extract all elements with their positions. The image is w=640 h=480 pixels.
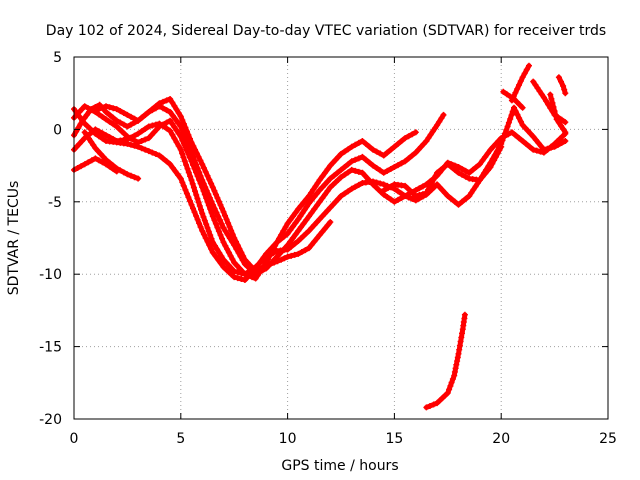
series-track-15 bbox=[423, 311, 468, 411]
series-track-14 bbox=[555, 74, 569, 97]
plus-markers bbox=[81, 129, 142, 182]
series-track-2 bbox=[71, 106, 447, 283]
x-tick-label: 5 bbox=[176, 431, 185, 447]
plus-markers bbox=[378, 143, 505, 199]
y-tick-label: -10 bbox=[39, 267, 62, 283]
plus-markers bbox=[423, 311, 468, 411]
plus-markers bbox=[92, 96, 270, 275]
plot-frame bbox=[73, 56, 609, 420]
series-layer bbox=[71, 62, 569, 411]
y-tick-label: -15 bbox=[39, 340, 62, 356]
series-track-5 bbox=[92, 96, 270, 275]
x-tick-label: 25 bbox=[599, 431, 617, 447]
y-axis-label: SDTVAR / TECUs bbox=[6, 181, 22, 296]
x-axis-label: GPS time / hours bbox=[281, 458, 398, 474]
y-tick-label: 0 bbox=[53, 122, 62, 138]
plus-markers bbox=[555, 74, 569, 97]
series-track-11 bbox=[500, 88, 526, 111]
axis-ticks: 0 5 10 15 20 25 5 0 -5 -10 -15 -20 bbox=[39, 50, 617, 447]
x-tick-label: 0 bbox=[70, 431, 79, 447]
chart-title: Day 102 of 2024, Sidereal Day-to-day VTE… bbox=[46, 23, 606, 39]
series-track-7 bbox=[81, 129, 142, 182]
series-track-13 bbox=[547, 91, 569, 136]
y-tick-label: -20 bbox=[39, 412, 62, 428]
grid bbox=[74, 57, 608, 419]
plus-markers bbox=[547, 91, 569, 136]
x-tick-label: 15 bbox=[385, 431, 403, 447]
x-tick-label: 20 bbox=[492, 431, 510, 447]
plus-markers bbox=[500, 88, 526, 111]
series-track-9 bbox=[378, 143, 505, 199]
y-tick-label: -5 bbox=[48, 195, 62, 211]
series-track-8 bbox=[267, 219, 334, 268]
y-tick-label: 5 bbox=[53, 50, 62, 66]
plus-markers bbox=[71, 106, 447, 283]
series-line bbox=[530, 79, 568, 125]
plus-markers bbox=[267, 219, 334, 268]
x-tick-label: 10 bbox=[279, 431, 297, 447]
